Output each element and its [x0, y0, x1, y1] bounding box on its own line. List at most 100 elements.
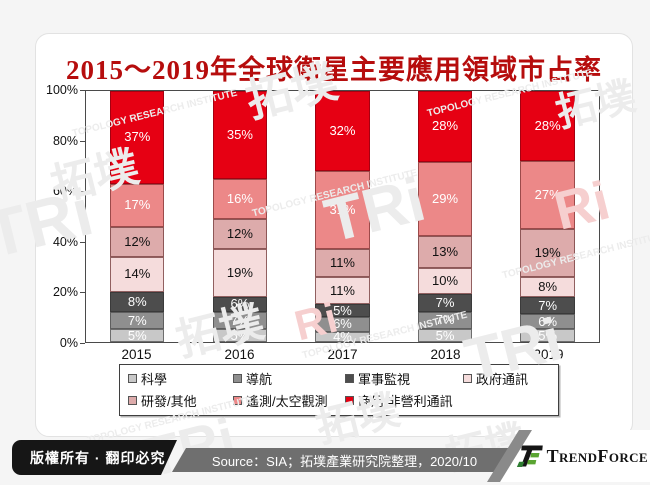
segment-value-label: 14% — [124, 266, 151, 282]
legend-label: 導航 — [246, 372, 273, 387]
trendforce-wordmark: TRENDFORCE — [546, 445, 648, 466]
segment-value-label: 19% — [226, 264, 253, 280]
x-tick-label: 2019 — [533, 347, 564, 362]
segment-value-label: 5% — [127, 327, 147, 343]
segment-value-label: 12% — [226, 226, 253, 242]
segment-value-label: 10% — [432, 273, 459, 289]
bar-segment: 10% — [417, 268, 473, 294]
segment-value-label: 5% — [333, 302, 352, 318]
legend-item: 科學 — [128, 369, 233, 388]
bar-segment: 7% — [520, 296, 575, 315]
legend-swatch-icon — [345, 374, 354, 383]
x-tick-label: 2017 — [327, 347, 358, 362]
segment-value-label: 5% — [435, 327, 455, 343]
bar-segment: 14% — [110, 256, 165, 292]
legend-label: 遙測/太空觀測 — [246, 394, 328, 409]
segment-value-label: 13% — [432, 243, 459, 259]
legend-item: 導航 — [233, 369, 345, 388]
segment-value-label: 29% — [432, 190, 459, 206]
y-tick-label: 100% — [46, 83, 78, 97]
category-column: 32% 31% 11% 11% 5% 6% 4% — [291, 91, 394, 344]
bar-segment: 32% — [315, 91, 370, 172]
stacked-bar-2015: 37% 17% 12% 14% 8% 7% 5% — [110, 91, 165, 343]
y-tick-label: 20% — [52, 285, 78, 300]
legend: 科學 導航 軍事監視 政府通訊研發/其他 遙測/太空觀測 商用/非營利通訊 — [119, 364, 559, 416]
segment-value-label: 7% — [538, 297, 558, 313]
y-tick-mark — [80, 90, 85, 91]
y-tick-mark — [80, 140, 85, 142]
segment-value-label: 19% — [534, 244, 561, 260]
segment-value-label: 7% — [127, 312, 147, 328]
bar-segment: 19% — [520, 229, 575, 277]
segment-value-label: 17% — [124, 197, 151, 213]
x-tick-label: 2016 — [224, 347, 255, 362]
stacked-bar-2018: 28% 29% 13% 10% 7% 7% 5% — [417, 91, 473, 343]
bar-segment: 12% — [212, 219, 268, 250]
segment-value-label: 7% — [230, 312, 250, 328]
y-tick-mark — [80, 343, 85, 344]
chart-title: 2015～2019年全球衛星主要應用領域市占率 — [66, 55, 602, 85]
trendforce-icon — [516, 442, 544, 470]
segment-value-label: 37% — [124, 129, 151, 145]
segment-value-label: 28% — [432, 118, 459, 134]
bar-segment: 5% — [417, 327, 473, 343]
bar-segment: 7% — [417, 293, 473, 312]
legend-label: 軍事監視 — [358, 372, 411, 387]
y-tick-mark — [80, 292, 85, 294]
category-column: 37% 17% 12% 14% 8% 7% 5% — [86, 91, 189, 342]
stacked-bar-2016: 35% 16% 12% 19% 6% 7% 5% — [212, 91, 268, 343]
y-tick-label: 0% — [59, 336, 78, 350]
bar-segment: 29% — [417, 161, 473, 236]
source-label: Source：SIA；拓墣產業研究院整理，2020/10 — [172, 448, 517, 472]
bar-segment: 17% — [110, 183, 165, 227]
legend-swatch-icon — [128, 374, 137, 383]
x-axis: 2015 2016 2017 2018 2019 — [85, 347, 600, 362]
bar-segment: 11% — [315, 276, 370, 305]
segment-value-label: 6% — [333, 316, 352, 332]
bar-segment: 37% — [110, 91, 165, 184]
bar-segment: 7% — [417, 311, 473, 330]
segment-value-label: 35% — [226, 126, 253, 142]
bar-segment: 5% — [315, 302, 370, 318]
legend-item: 政府通訊 — [463, 369, 550, 388]
bar-segment: 16% — [212, 178, 268, 219]
legend-swatch-icon — [345, 396, 354, 405]
legend-label: 政府通訊 — [476, 372, 529, 387]
y-axis: 0% 20% 40% 60% 80% 100% — [28, 83, 78, 350]
stacked-bar-2017: 32% 31% 11% 11% 5% 6% 4% — [315, 91, 370, 344]
trendforce-logo: TRENDFORCE — [500, 430, 650, 482]
segment-value-label: 28% — [534, 118, 561, 134]
segment-value-label: 12% — [124, 233, 151, 249]
legend-item: 遙測/太空觀測 — [233, 391, 345, 410]
segment-value-label: 5% — [230, 327, 250, 343]
segment-value-label: 32% — [329, 123, 356, 139]
bar-segment: 27% — [520, 161, 575, 230]
bar-segment: 8% — [520, 276, 575, 297]
bar-segment: 6% — [520, 314, 575, 330]
stacked-bar-2019: 28% 27% 19% 8% 7% 6% 5% — [520, 91, 575, 343]
bar-segment: 5% — [212, 327, 268, 343]
bar-segment: 31% — [315, 171, 370, 250]
bar-segment: 8% — [110, 291, 165, 312]
bar-segment: 6% — [212, 296, 268, 312]
segment-value-label: 5% — [538, 327, 558, 343]
bar-segment: 19% — [212, 249, 268, 297]
bar-segment: 13% — [417, 235, 473, 269]
segment-value-label: 7% — [435, 312, 455, 328]
y-tick-label: 40% — [52, 234, 78, 249]
x-tick-label: 2015 — [121, 347, 152, 362]
y-tick-label: 80% — [52, 133, 78, 148]
legend-item: 軍事監視 — [345, 369, 463, 388]
legend-swatch-icon — [233, 396, 242, 405]
legend-swatch-icon — [128, 396, 137, 405]
bar-segment: 5% — [520, 327, 575, 343]
bar-segment: 28% — [417, 91, 473, 162]
segment-value-label: 4% — [333, 328, 352, 344]
bar-segment: 28% — [520, 91, 575, 162]
legend-swatch-icon — [233, 374, 242, 383]
legend-label: 商用/非營利通訊 — [358, 394, 453, 409]
category-column: 28% 29% 13% 10% 7% 7% 5% — [394, 91, 497, 342]
copyright-label: 版權所有 · 翻印必究 — [12, 440, 177, 475]
legend-item: 研發/其他 — [128, 391, 233, 410]
